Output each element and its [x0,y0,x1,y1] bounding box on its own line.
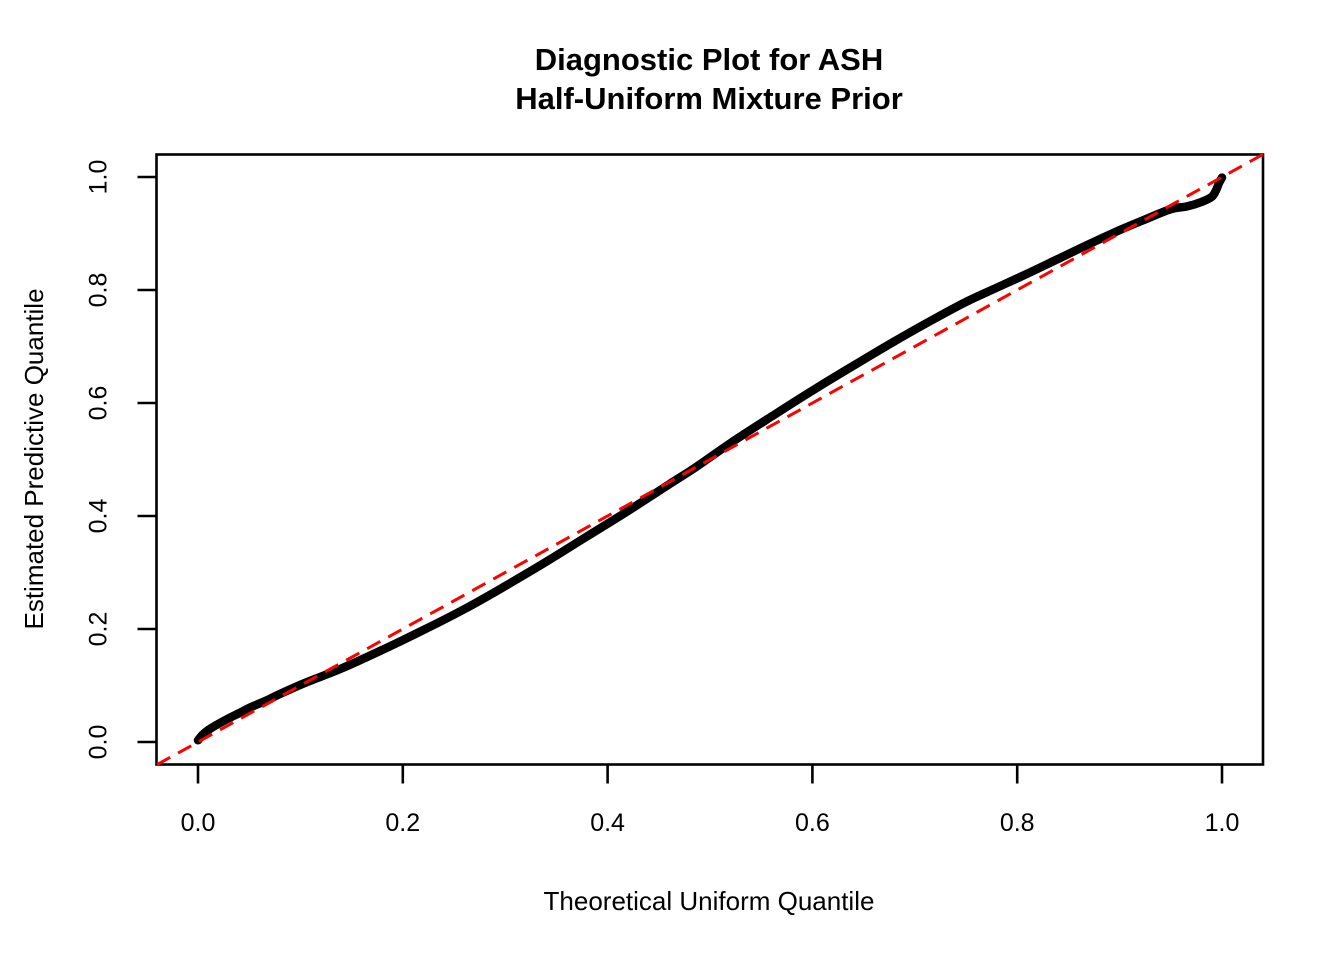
y-axis-title: Estimated Predictive Quantile [19,288,49,629]
data-series [156,153,1264,766]
estimated-predictive-quantile-curve [193,173,1227,745]
plot-box [155,153,1265,766]
plot-title-line2: Half-Uniform Mixture Prior [515,81,903,116]
y-tick-label: 0.4 [85,499,113,534]
plot-title-line1: Diagnostic Plot for ASH [535,42,883,77]
y-tick-label: 0.8 [85,273,113,308]
plot-border [155,153,1265,766]
y-tick-label: 0.6 [85,386,113,421]
x-axis-title: Theoretical Uniform Quantile [544,886,875,916]
y-tick-label: 0.0 [85,725,113,760]
x-tick-label: 0.2 [385,809,420,837]
x-tick-label: 0.4 [590,809,625,837]
x-axis: 0.0 0.2 0.4 0.6 0.8 1.0 [181,764,1240,837]
y-axis: 0.0 0.2 0.4 0.6 0.8 1.0 [85,160,157,760]
x-tick-label: 1.0 [1205,809,1240,837]
x-tick-label: 0.0 [181,809,216,837]
y-tick-label: 1.0 [85,160,113,195]
identity-reference-line [156,153,1264,766]
y-tick-label: 0.2 [85,612,113,647]
x-tick-label: 0.8 [1000,809,1035,837]
x-tick-label: 0.6 [795,809,830,837]
